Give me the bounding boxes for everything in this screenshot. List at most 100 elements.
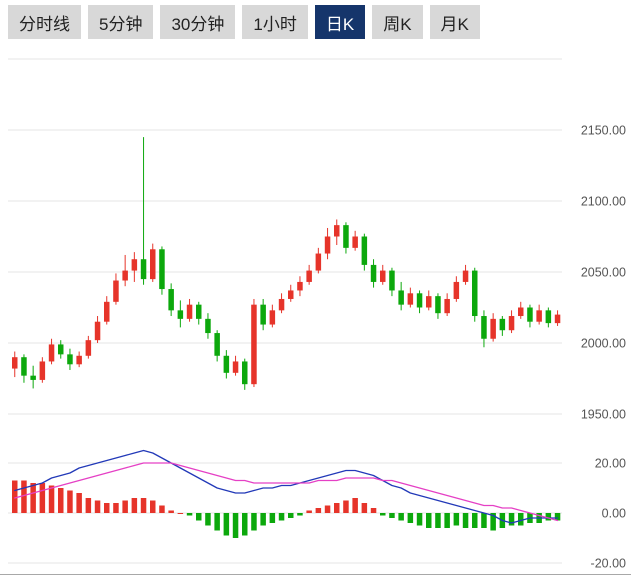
macd-bar <box>205 513 211 526</box>
macd-bar <box>324 505 331 513</box>
macd-bar <box>288 513 294 518</box>
macd-bar <box>472 513 478 528</box>
macd-bar <box>94 500 101 513</box>
macd-bar <box>168 510 174 513</box>
macd-bar <box>39 483 46 513</box>
macd-dea-line <box>14 462 559 522</box>
macd-bar <box>12 480 18 513</box>
macd-bar <box>150 500 156 513</box>
macd-bar <box>113 503 119 513</box>
candle <box>168 289 174 311</box>
macd-axis-label: 20.00 <box>595 457 626 471</box>
macd-bar <box>297 513 303 516</box>
candle <box>472 270 478 317</box>
candle <box>186 304 193 319</box>
candle <box>416 293 423 308</box>
candle <box>58 344 64 355</box>
candle <box>389 270 395 291</box>
candle <box>324 236 331 254</box>
candle <box>21 357 27 376</box>
macd-bar <box>343 500 349 513</box>
candle <box>48 344 55 362</box>
macd-bar <box>370 508 377 513</box>
macd-bar <box>85 498 92 513</box>
macd-bar <box>269 513 276 523</box>
macd-bar <box>352 498 358 513</box>
period-tabbar: 分时线 5分钟 30分钟 1小时 日K 周K 月K <box>8 5 480 39</box>
candle <box>334 225 340 237</box>
candle <box>435 296 441 314</box>
macd-bar <box>242 513 248 536</box>
candle <box>269 310 276 325</box>
macd-bar <box>122 500 128 513</box>
candle <box>177 310 184 319</box>
macd-bar <box>251 513 257 531</box>
price-axis-label: 1950.00 <box>581 408 626 422</box>
candle <box>131 259 138 271</box>
candle <box>94 321 101 341</box>
tab-monthly-k[interactable]: 月K <box>429 5 480 39</box>
macd-bar <box>416 513 423 526</box>
candle <box>315 253 322 271</box>
candle <box>527 307 533 322</box>
candle <box>297 281 303 291</box>
macd-bar <box>389 513 395 518</box>
macd-bar <box>490 513 496 531</box>
candle <box>536 310 542 322</box>
macd-bar <box>186 513 193 516</box>
candle <box>260 304 266 325</box>
candle <box>370 264 377 282</box>
macd-bar <box>407 513 414 523</box>
macd-bar <box>232 513 239 538</box>
tab-30min[interactable]: 30分钟 <box>160 5 236 39</box>
candle <box>545 310 552 324</box>
candle <box>453 281 460 299</box>
macd-bar <box>398 513 404 521</box>
macd-bar <box>508 513 515 526</box>
macd-bar <box>334 503 340 513</box>
macd-bar <box>76 493 82 513</box>
candle <box>508 316 515 331</box>
candle <box>490 318 496 339</box>
candle <box>306 270 312 282</box>
candle <box>214 333 220 356</box>
candle <box>30 375 36 380</box>
macd-bar <box>462 513 469 528</box>
price-axis-label: 2100.00 <box>581 195 626 209</box>
macd-bar <box>140 498 147 513</box>
candle <box>426 296 432 308</box>
candle <box>67 354 73 365</box>
price-axis-label: 2050.00 <box>581 266 626 280</box>
tab-1hour[interactable]: 1小时 <box>242 5 308 39</box>
candle <box>159 249 165 290</box>
macd-bar <box>104 503 110 513</box>
macd-bar <box>260 513 266 526</box>
macd-axis-label: 0.00 <box>602 507 626 521</box>
candle <box>122 270 128 281</box>
macd-bar <box>30 483 36 513</box>
tab-weekly-k[interactable]: 周K <box>372 5 423 39</box>
candle <box>232 361 239 373</box>
candle <box>140 259 147 280</box>
candle <box>499 318 506 331</box>
candle <box>150 249 156 280</box>
macd-bar <box>435 513 441 528</box>
candle <box>518 307 524 317</box>
candle <box>288 290 294 299</box>
macd-axis-label: -20.00 <box>591 557 626 571</box>
candle <box>278 298 285 311</box>
candle <box>343 225 349 248</box>
candle <box>407 293 414 305</box>
macd-dif-line <box>14 449 559 524</box>
macd-bar <box>554 513 561 521</box>
candle <box>554 314 561 324</box>
candle <box>39 361 46 380</box>
macd-bar <box>223 513 230 536</box>
candle <box>352 236 358 248</box>
candle <box>104 301 110 322</box>
tab-daily-k[interactable]: 日K <box>314 5 366 39</box>
candle <box>481 316 487 339</box>
tab-5min[interactable]: 5分钟 <box>88 5 154 39</box>
tab-timeline[interactable]: 分时线 <box>8 5 81 39</box>
